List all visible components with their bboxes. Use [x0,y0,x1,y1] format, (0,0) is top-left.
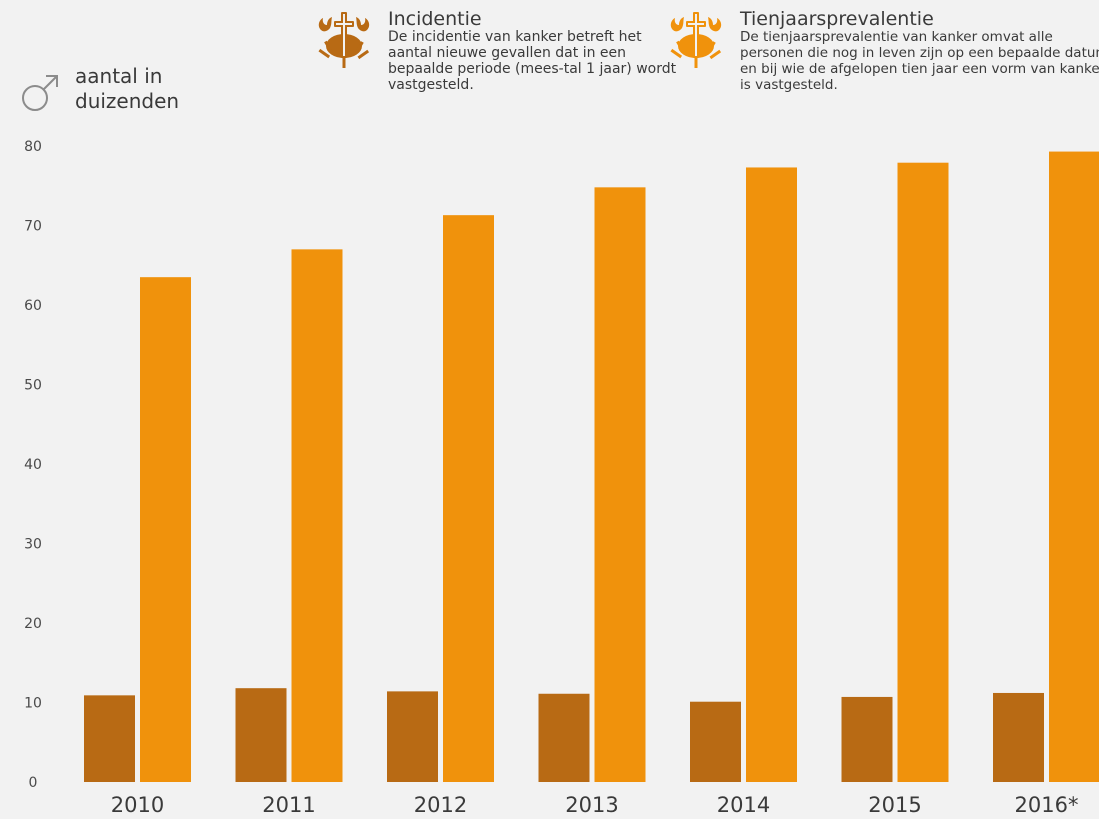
y-axis-label-line2: duizenden [75,89,180,113]
bar-incidentie-0 [84,695,135,782]
y-tick-label: 80 [24,139,42,155]
y-axis-ticks: 0 10 20 30 40 50 60 70 80 [24,139,42,791]
y-tick-label: 10 [24,696,42,712]
y-tick-label: 40 [24,457,42,473]
x-tick-label: 2010 [111,793,164,817]
y-tick-label: 30 [24,537,42,553]
x-tick-label: 2014 [717,793,770,817]
bars [84,151,1099,783]
legend-title: Incidentie [388,8,482,30]
y-tick-label: 50 [24,378,42,394]
bar-incidentie-4 [690,701,741,782]
bar-incidentie-2 [387,691,438,782]
x-tick-label: 2016* [1015,793,1079,817]
bar-tienjaarsprevalentie-1 [291,249,343,783]
legend-description: De tienjaarsprevalentie van kanker omvat… [740,29,1099,93]
y-tick-label: 70 [24,219,42,235]
y-tick-label: 60 [24,298,42,314]
bar-tienjaarsprevalentie-2 [443,215,494,783]
x-tick-label: 2011 [262,793,315,817]
y-axis-label-line1: aantal in [75,64,163,88]
bar-tienjaarsprevalentie-3 [594,187,646,783]
y-tick-label: 0 [29,775,38,791]
bar-incidentie-1 [235,688,287,782]
bar-tienjaarsprevalentie-0 [140,277,191,782]
bar-tienjaarsprevalentie-4 [746,167,797,783]
bar-incidentie-6 [993,692,1044,782]
bar-tienjaarsprevalentie-5 [897,162,949,782]
y-axis-label: aantal in duizenden [75,64,179,114]
bar-incidentie-3 [538,693,590,782]
bar-tienjaarsprevalentie-6 [1049,151,1099,782]
x-axis-ticks: 2010 2011 2012 2013 2014 2015 2016* [111,793,1079,817]
y-tick-label: 20 [24,616,42,632]
male-symbol-icon [22,75,58,111]
x-tick-label: 2013 [565,793,618,817]
crab-cross-icon [318,12,370,68]
bar-incidentie-5 [841,696,893,782]
crab-cross-icon [670,12,722,68]
legend-title: Tienjaarsprevalentie [740,8,934,30]
x-tick-label: 2015 [868,793,921,817]
legend-description: De incidentie van kanker betreft het aan… [388,29,677,93]
x-tick-label: 2012 [414,793,467,817]
